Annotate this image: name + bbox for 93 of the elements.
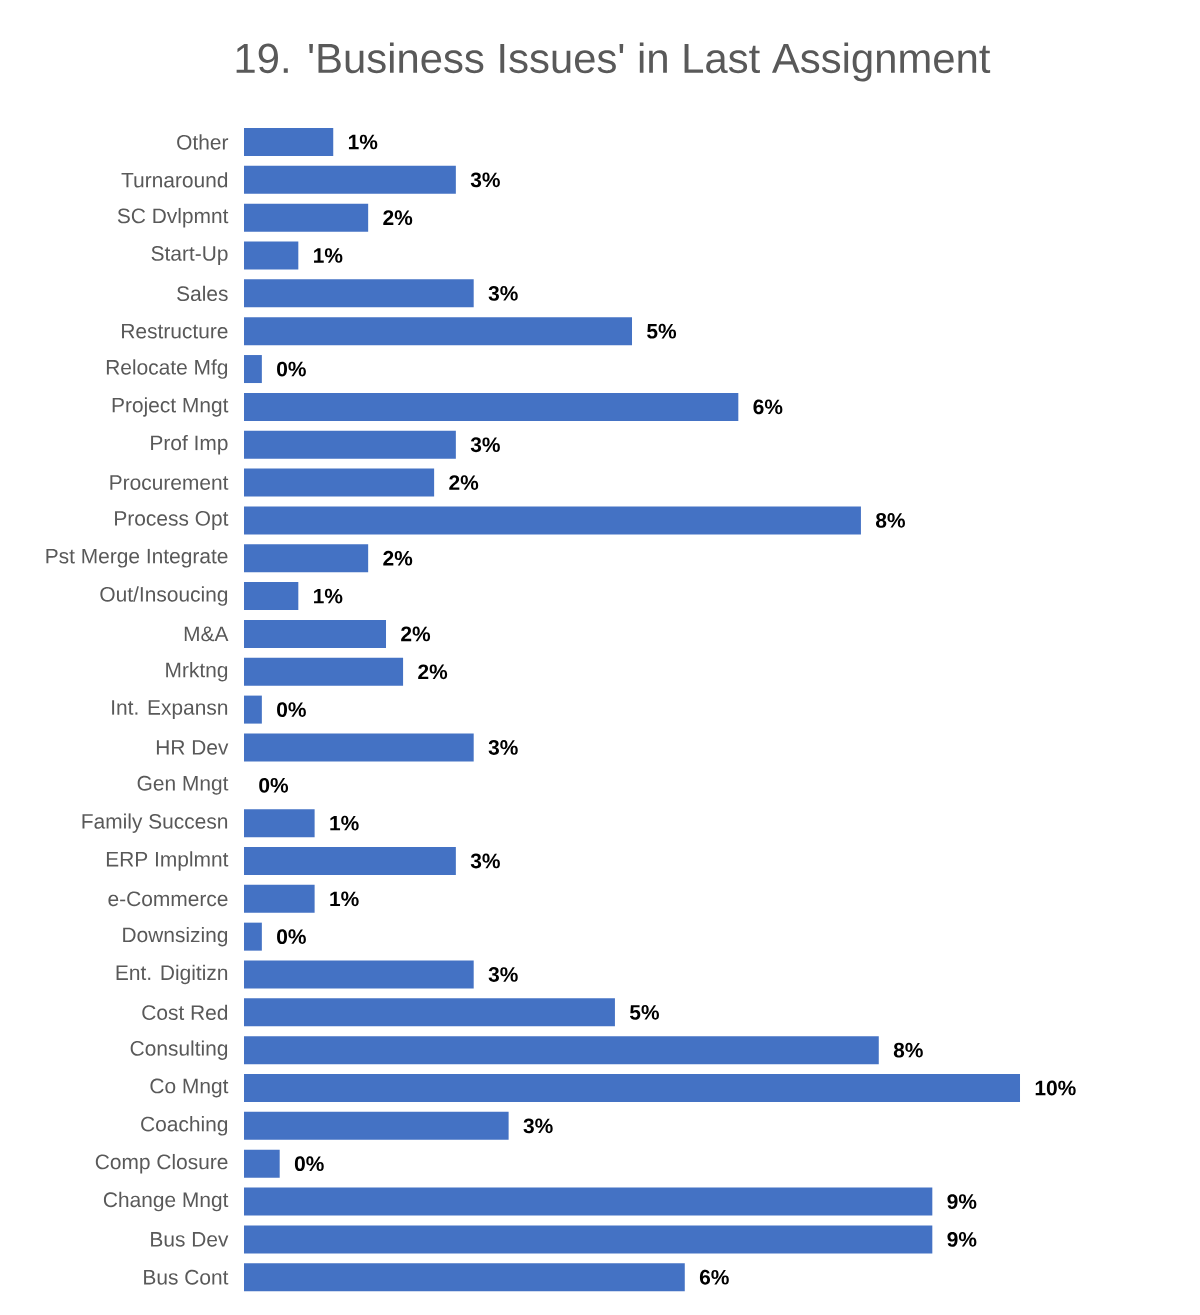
y-tick-label: Pst Merge Integrate	[46, 548, 228, 568]
data-label: 0%	[294, 1156, 324, 1172]
bar	[244, 1036, 879, 1065]
bar	[244, 809, 315, 838]
y-tick-label: Family Succesn	[82, 813, 228, 833]
y-tick-label: Ent. Digitizn	[116, 964, 228, 985]
data-label: 1%	[314, 248, 343, 263]
y-tick-label: Cost Red	[142, 1004, 228, 1021]
bar	[244, 544, 369, 573]
bar	[244, 1225, 933, 1254]
data-label: 1%	[314, 588, 343, 604]
bar	[244, 582, 299, 611]
data-label: 6%	[699, 1269, 729, 1285]
bar	[244, 657, 404, 686]
bar	[244, 619, 387, 648]
y-tick-label: SC Dvlpmnt	[117, 207, 229, 228]
bar	[244, 355, 262, 384]
bar	[244, 128, 334, 156]
bar	[244, 430, 456, 459]
y-tick-label: Co Mngt	[150, 1078, 229, 1098]
data-label: 2%	[383, 550, 413, 566]
y-tick-label: Change Mngt	[103, 1191, 229, 1212]
data-label: 3%	[470, 437, 500, 453]
y-tick-label: Out/Insoucing	[100, 586, 228, 606]
data-label: 9%	[947, 1231, 977, 1247]
data-label: 9%	[947, 1194, 977, 1209]
data-label: 3%	[488, 967, 518, 982]
y-tick-label: e-Commerce	[108, 891, 228, 907]
bar	[244, 846, 456, 875]
bar	[244, 960, 474, 989]
bar	[244, 1074, 1021, 1103]
y-tick-label: Sales	[177, 285, 228, 302]
bar	[244, 506, 861, 535]
y-tick-label: Mrktng	[166, 662, 228, 682]
data-label: 0%	[277, 702, 306, 718]
y-tick-label: ERP Implmnt	[106, 851, 229, 871]
data-label: 5%	[647, 323, 677, 339]
bar	[244, 241, 299, 270]
data-label: 0%	[277, 929, 306, 945]
data-label: 1%	[330, 815, 359, 831]
data-label: 3%	[488, 740, 518, 755]
data-label: 1%	[330, 891, 359, 907]
bar	[244, 1111, 509, 1140]
y-tick-label: Comp Closure	[95, 1153, 228, 1174]
bar	[244, 733, 474, 762]
bar	[244, 998, 615, 1027]
bar	[244, 203, 369, 232]
data-label: 5%	[629, 1004, 659, 1020]
y-tick-label: Restructure	[122, 323, 228, 339]
chart-title: 19. 'Business Issues' in Last Assignment	[236, 42, 991, 82]
y-tick-label: Consulting	[130, 1040, 228, 1060]
bar	[244, 922, 262, 951]
bar	[244, 1187, 933, 1216]
data-label: 8%	[875, 513, 905, 528]
bar	[244, 279, 474, 308]
data-label: 1%	[348, 134, 378, 150]
data-label: 3%	[470, 172, 500, 188]
y-tick-label: M&A	[184, 626, 229, 642]
data-label: 6%	[753, 399, 783, 415]
data-label: 10%	[1035, 1080, 1076, 1096]
data-label: 3%	[523, 1118, 553, 1134]
bar	[244, 884, 315, 913]
data-label: 2%	[401, 626, 431, 642]
data-label: 3%	[488, 285, 518, 301]
data-label: 0%	[277, 361, 306, 377]
y-tick-label: Bus Dev	[151, 1232, 229, 1247]
y-tick-label: Gen Mngt	[137, 775, 229, 795]
y-tick-label: HR Dev	[156, 740, 229, 755]
bar	[244, 317, 633, 346]
bar	[244, 392, 739, 421]
data-label: 3%	[470, 853, 500, 869]
data-label: 8%	[893, 1042, 923, 1058]
y-tick-label: Procurement	[110, 475, 229, 490]
y-tick-label: Downsizing	[123, 926, 228, 947]
y-tick-label: Bus Cont	[144, 1269, 229, 1285]
y-tick-label: Relocate Mfg	[106, 359, 228, 379]
y-tick-label: Prof Imp	[151, 434, 228, 455]
y-tick-label: Process Opt	[115, 510, 229, 530]
bar	[244, 1263, 685, 1292]
data-label: 2%	[383, 210, 413, 226]
y-tick-label: Int. Expansn	[112, 700, 228, 719]
bar	[244, 695, 262, 724]
bar	[244, 468, 435, 497]
y-tick-label: Other	[177, 134, 229, 150]
data-label: 0%	[259, 777, 289, 793]
y-tick-label: Start-Up	[151, 246, 228, 265]
y-tick-label: Turnaround	[121, 172, 228, 188]
y-tick-label: Coaching	[141, 1116, 228, 1136]
data-label: 2%	[449, 475, 479, 490]
bar	[244, 1149, 280, 1178]
bar	[244, 165, 456, 194]
y-tick-label: Project Mngt	[112, 397, 229, 417]
data-label: 2%	[418, 664, 448, 680]
